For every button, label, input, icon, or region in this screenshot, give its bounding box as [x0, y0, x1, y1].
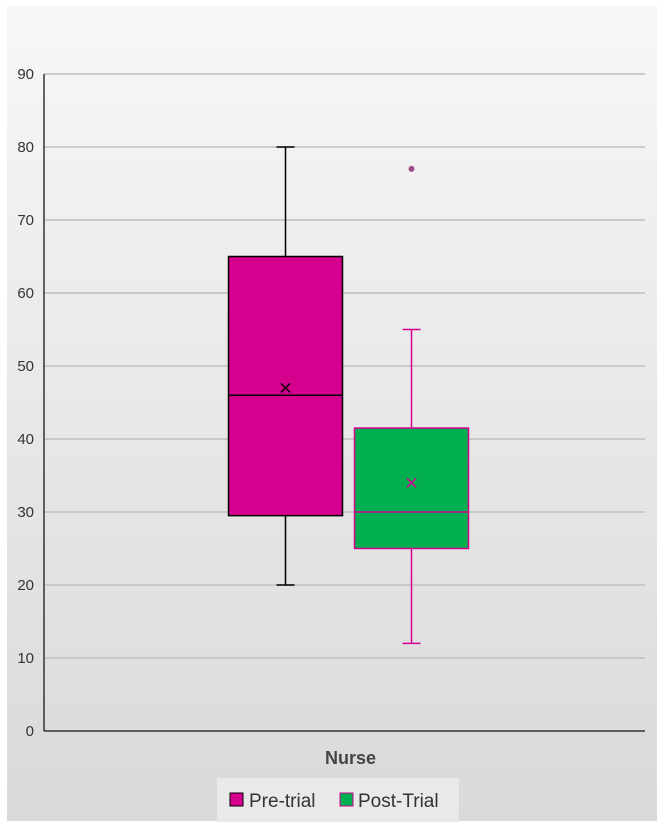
y-tick-label-90: 90: [17, 66, 34, 83]
box-iqr-post-trial: [355, 428, 469, 548]
legend-swatch-pre-trial: [230, 793, 243, 806]
y-tick-label-80: 80: [17, 139, 34, 156]
category-label: Nurse: [325, 748, 376, 768]
box-iqr-pre-trial: [229, 257, 343, 516]
legend-label-post-trial: Post-Trial: [358, 791, 439, 812]
y-tick-label-50: 50: [17, 358, 34, 375]
legend-swatch-post-trial: [340, 793, 353, 806]
legend-label-pre-trial: Pre-trial: [249, 791, 316, 812]
y-tick-label-70: 70: [17, 212, 34, 229]
legend: Pre-trial Post-Trial: [217, 778, 459, 822]
y-tick-label-20: 20: [17, 577, 34, 594]
outlier-point-post-trial-0: [409, 166, 415, 172]
y-tick-label-60: 60: [17, 285, 34, 302]
y-tick-label-10: 10: [17, 650, 34, 667]
y-tick-label-40: 40: [17, 431, 34, 448]
y-tick-label-30: 30: [17, 504, 34, 521]
y-tick-label-0: 0: [26, 723, 34, 740]
